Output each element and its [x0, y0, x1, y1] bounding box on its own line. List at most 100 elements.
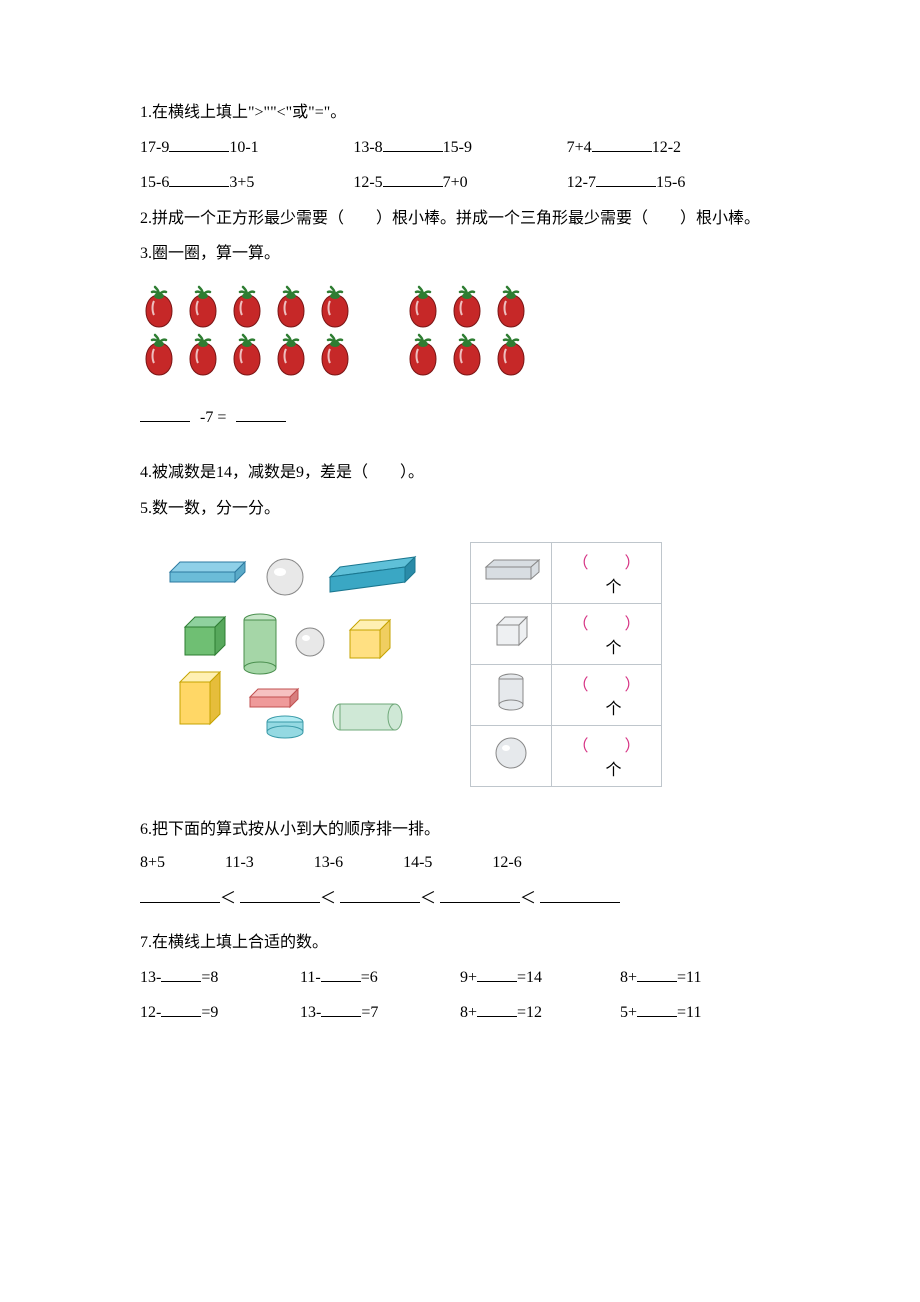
table-row: （ ） 个 — [471, 542, 662, 603]
fill-cell[interactable]: （ ） 个 — [552, 603, 662, 664]
blank[interactable] — [637, 966, 677, 982]
blank[interactable] — [161, 1001, 201, 1017]
expr-post: =9 — [201, 1004, 218, 1021]
q7-row2: 12-=9 13-=7 8+=12 5+=11 — [140, 1001, 780, 1022]
pepper-icon — [184, 285, 222, 329]
expr-post: =8 — [201, 969, 218, 986]
blank[interactable] — [596, 171, 656, 187]
table-row: （ ） 个 — [471, 664, 662, 725]
cuboid-long-icon — [330, 557, 415, 592]
blank[interactable] — [340, 887, 420, 903]
blank[interactable] — [169, 136, 229, 152]
q1-r2-c1: 15-6 3+5 — [140, 171, 353, 192]
q7-prompt: 7.在横线上填上合适的数。 — [140, 930, 780, 956]
pepper-icon — [272, 333, 310, 377]
blank[interactable] — [140, 887, 220, 903]
shape-cell — [471, 664, 552, 725]
cube-yellow-icon — [350, 620, 390, 658]
blank[interactable] — [240, 887, 320, 903]
shapes-svg — [140, 542, 440, 742]
expr: 13-6 — [314, 854, 343, 872]
q7-item: 8+=11 — [620, 966, 780, 987]
blank[interactable] — [321, 966, 361, 982]
expr-pre: 8+ — [460, 1004, 477, 1021]
cylinder-lying-icon — [333, 704, 402, 730]
fill-cell[interactable]: （ ） 个 — [552, 664, 662, 725]
expr: 12-6 — [492, 854, 521, 872]
q7-item: 13-=8 — [140, 966, 300, 987]
paren-close: ） — [625, 677, 641, 694]
paren-open: （ — [572, 738, 588, 755]
expr: 15-6 — [140, 174, 169, 191]
blank[interactable] — [383, 136, 443, 152]
cuboid-flat-icon — [170, 562, 245, 582]
q1-r2-c2: 12-57+0 — [353, 171, 566, 192]
fill-cell[interactable]: （ ） 个 — [552, 542, 662, 603]
pepper-icon — [492, 285, 530, 329]
expr-pre: 12- — [140, 1004, 161, 1021]
unit-label: 个 — [605, 762, 621, 779]
shape-cell — [471, 542, 552, 603]
expr-pre: 11- — [300, 969, 321, 986]
blank[interactable] — [477, 1001, 517, 1017]
blank[interactable] — [169, 171, 229, 187]
cuboid-red-icon — [250, 689, 298, 707]
q1-prompt: 1.在横线上填上">""<"或"="。 — [140, 100, 780, 126]
paren-close: ） — [625, 738, 641, 755]
pepper-row-2 — [140, 333, 780, 377]
sphere-icon — [267, 559, 303, 595]
blank[interactable] — [140, 406, 190, 422]
expr: 3+5 — [229, 174, 254, 191]
q2-text: 2.拼成一个正方形最少需要（ ）根小棒。拼成一个三角形最少需要（ ）根小棒。 — [140, 206, 780, 232]
pepper-icon — [316, 285, 354, 329]
expr-post: =11 — [677, 1004, 701, 1021]
pepper-icon — [404, 285, 442, 329]
q7-row1: 13-=8 11- =6 9+=14 8+=11 — [140, 966, 780, 987]
shapes-panel — [140, 542, 440, 742]
expr: 15-6 — [656, 174, 685, 191]
lt: ＜ — [420, 890, 436, 907]
unit-label: 个 — [605, 579, 621, 596]
expr: 7+4 — [567, 139, 592, 156]
expr-post: =14 — [517, 969, 542, 986]
cuboid-tall-yellow-icon — [180, 672, 220, 724]
blank[interactable] — [321, 1001, 361, 1017]
unit-label: 个 — [605, 701, 621, 718]
table-row: （ ） 个 — [471, 603, 662, 664]
q7-item: 8+=12 — [460, 1001, 620, 1022]
q1-row2: 15-6 3+5 12-57+0 12-715-6 — [140, 171, 780, 192]
q4-text: 4.被减数是14，减数是9，差是（ ）。 — [140, 460, 780, 486]
q1-r1-c2: 13-815-9 — [353, 136, 566, 157]
pepper-icon — [140, 333, 178, 377]
eq-mid: -7 = — [200, 409, 226, 426]
cylinder-tall-icon — [244, 614, 276, 674]
pepper-icon — [184, 333, 222, 377]
pepper-icon — [316, 333, 354, 377]
q6-expressions: 8+511-313-614-512-6 — [140, 854, 780, 872]
blank[interactable] — [161, 966, 201, 982]
pepper-icon — [448, 333, 486, 377]
fill-cell[interactable]: （ ） 个 — [552, 725, 662, 786]
blank[interactable] — [540, 887, 620, 903]
pepper-icon — [272, 285, 310, 329]
q7-item: 11- =6 — [300, 966, 460, 987]
sphere-small-icon — [296, 628, 324, 656]
expr-post: =7 — [361, 1004, 378, 1021]
blank[interactable] — [477, 966, 517, 982]
paren-open: （ — [572, 677, 588, 694]
q5-prompt: 5.数一数，分一分。 — [140, 496, 780, 522]
cylinder-flat-icon — [267, 716, 303, 738]
blank[interactable] — [592, 136, 652, 152]
lt: ＜ — [220, 890, 236, 907]
blank[interactable] — [440, 887, 520, 903]
expr-pre: 8+ — [620, 969, 637, 986]
expr-post: =6 — [361, 969, 378, 986]
blank[interactable] — [236, 406, 286, 422]
blank[interactable] — [383, 171, 443, 187]
blank[interactable] — [637, 1001, 677, 1017]
q7-item: 9+=14 — [460, 966, 620, 987]
table-row: （ ） 个 — [471, 725, 662, 786]
paren-close: ） — [625, 555, 641, 572]
paren-close: ） — [625, 616, 641, 633]
q1-r2-c3: 12-715-6 — [567, 171, 780, 192]
